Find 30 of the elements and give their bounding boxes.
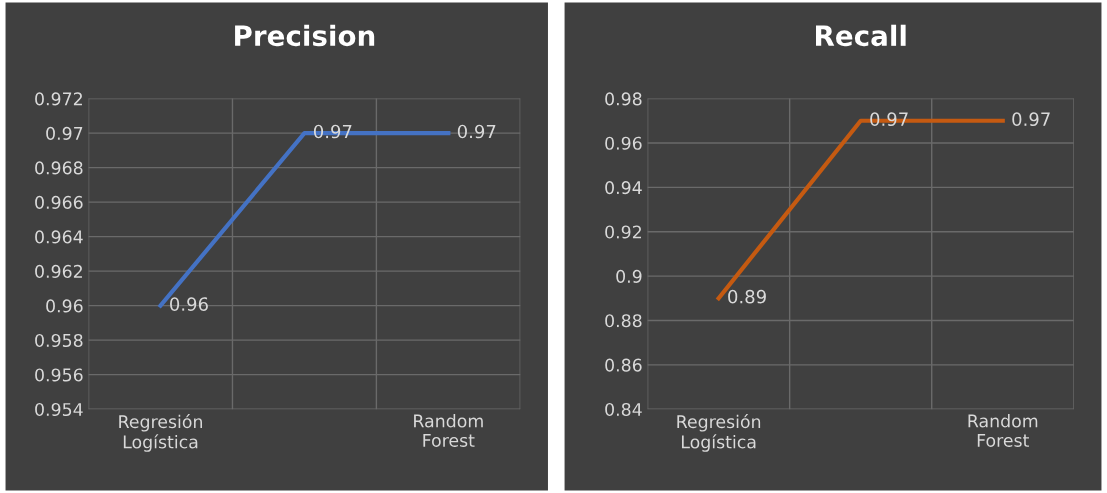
y-tick-label: 0.86: [605, 358, 642, 372]
x-tick-label: Random Forest: [414, 414, 483, 447]
chart-title: Precision: [235, 24, 375, 47]
y-tick-label: 0.9: [616, 269, 642, 283]
y-tick-label: 0.92: [605, 225, 641, 239]
x-tick-label: Random Forest: [968, 414, 1038, 447]
x-tick-label: Regresión Logística: [677, 414, 761, 452]
y-tick-label: 0.98: [605, 92, 642, 106]
data-label: 0.97: [870, 112, 908, 127]
y-tick-label: 0.96: [605, 136, 642, 150]
y-tick-label: 0.968: [35, 161, 83, 175]
data-label: 0.97: [1012, 112, 1050, 127]
y-tick-label: 0.956: [35, 368, 83, 382]
y-tick-label: 0.972: [35, 92, 82, 106]
y-tick-label: 0.94: [605, 181, 642, 195]
y-tick-label: 0.88: [605, 314, 642, 328]
y-tick-label: 0.964: [35, 230, 83, 244]
y-tick-label: 0.966: [35, 195, 83, 209]
data-label: 0.96: [170, 297, 208, 311]
y-tick-label: 0.84: [605, 402, 642, 417]
y-tick-label: 0.954: [35, 402, 83, 417]
y-tick-label: 0.97: [46, 126, 83, 140]
y-tick-label: 0.962: [35, 264, 82, 278]
data-label: 0.89: [728, 289, 766, 304]
chart-title: Recall: [816, 24, 906, 47]
data-label: 0.97: [457, 124, 496, 139]
y-tick-label: 0.958: [35, 333, 83, 348]
data-label: 0.97: [313, 124, 352, 139]
x-tick-label: Regresión Logística: [119, 414, 202, 452]
y-tick-label: 0.96: [46, 299, 83, 313]
